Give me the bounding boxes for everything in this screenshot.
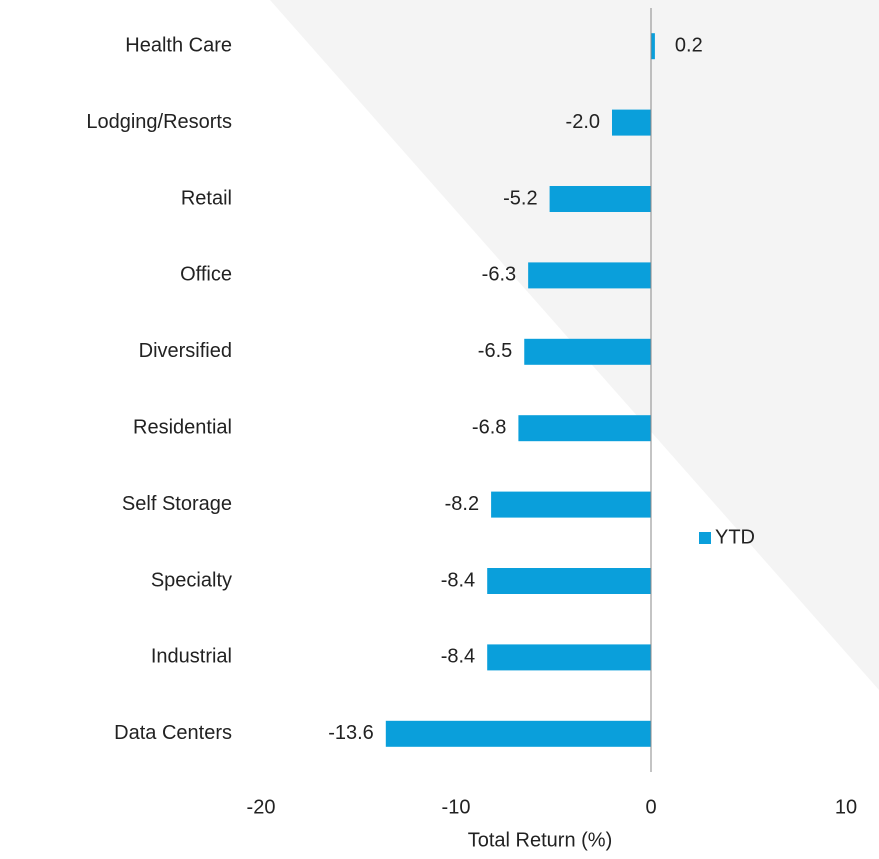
value-label: -8.4 [441,569,475,591]
bar [487,568,651,594]
y-tick-label: Office [180,264,232,286]
bar [491,491,651,518]
y-tick-label: Specialty [151,569,232,591]
x-tick-label: 10 [835,796,857,818]
value-label: -8.2 [445,493,479,515]
bar [651,33,655,60]
legend-label: YTD [715,526,755,548]
y-tick-label: Health Care [125,34,232,56]
x-axis-label: Total Return (%) [468,829,613,851]
y-tick-label: Self Storage [122,493,232,515]
bar [518,415,651,442]
value-label: 0.2 [675,34,703,56]
value-label: -5.2 [503,187,537,209]
bar [487,644,651,671]
value-label: -8.4 [441,646,475,668]
bar [612,109,651,136]
value-label: -6.3 [482,264,516,286]
y-tick-label: Lodging/Resorts [86,111,232,133]
value-label: -13.6 [328,722,374,744]
legend-swatch [699,532,711,544]
y-tick-label: Diversified [139,340,232,362]
x-tick-label: -20 [247,796,276,818]
value-label: -6.5 [478,340,512,362]
x-tick-label: 0 [645,796,656,818]
y-tick-label: Industrial [151,646,232,668]
value-label: -2.0 [566,111,600,133]
y-tick-label: Data Centers [114,722,232,744]
y-tick-label: Retail [181,187,232,209]
bar [385,720,651,747]
y-tick-label: Residential [133,416,232,438]
bar [524,338,651,365]
bar [528,262,651,289]
bar [549,186,651,212]
value-label: -6.8 [472,416,506,438]
x-tick-label: -10 [442,796,471,818]
